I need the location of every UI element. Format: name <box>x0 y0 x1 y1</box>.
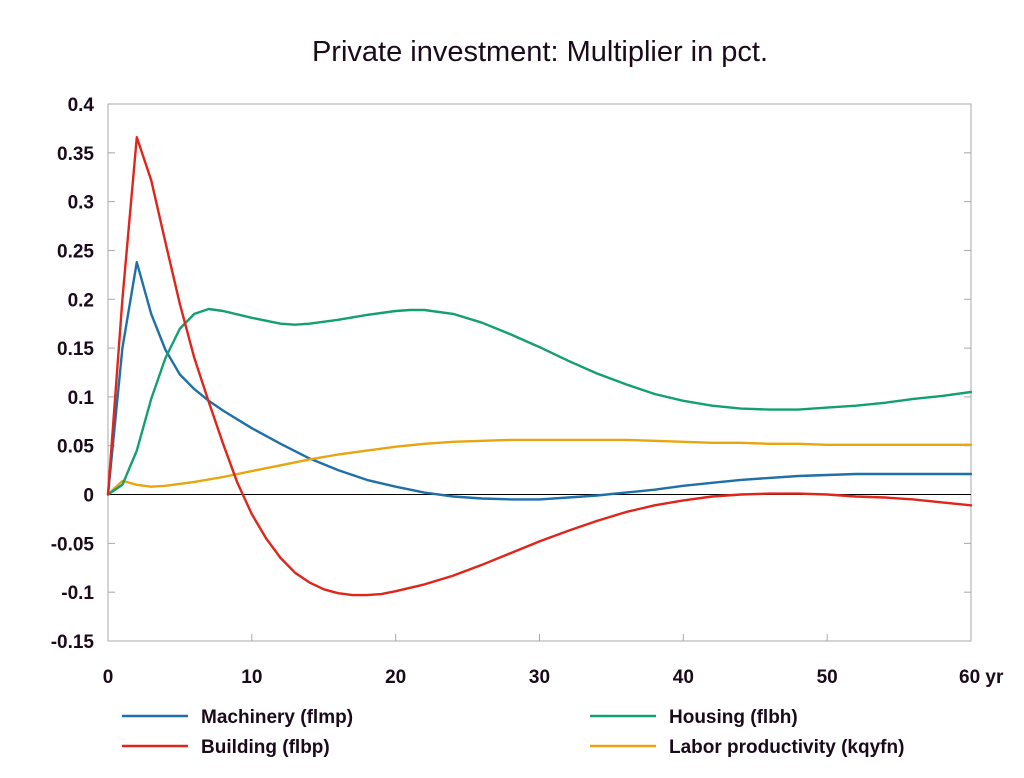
x-tick-label: 40 <box>673 667 694 688</box>
y-tick-label: -0.1 <box>61 583 94 604</box>
y-tick-label: -0.05 <box>51 534 95 555</box>
y-tick-label: 0.2 <box>68 290 94 311</box>
y-tick-label: -0.15 <box>51 632 95 653</box>
y-axis: 0.4 0.35 0.3 0.25 0.2 0.15 0.1 0.05 0 -0.05 -0.1 -0… <box>51 95 971 653</box>
y-tick-label: 0 <box>83 486 94 507</box>
x-tick-label: 0 <box>103 667 114 688</box>
y-tick-label: 0.05 <box>57 437 94 458</box>
legend-label-labor: Labor productivity (kqyfn) <box>669 737 904 758</box>
x-tick-label: 50 <box>817 667 838 688</box>
x-tick-label: 10 <box>241 667 262 688</box>
y-tick-label: 0.4 <box>68 95 95 116</box>
x-tick-label: 30 <box>529 667 550 688</box>
y-tick-label: 0.3 <box>68 193 94 214</box>
y-tick-label: 0.1 <box>68 388 95 409</box>
chart-title: Private investment: Multiplier in pct. <box>312 36 768 68</box>
series-line-building <box>106 135 973 597</box>
legend-label-building: Building (flbp) <box>201 737 330 758</box>
y-tick-label: 0.35 <box>57 144 94 165</box>
x-axis: 0 10 20 30 40 50 60 yr <box>103 634 1004 688</box>
series-line-labor <box>106 438 973 496</box>
legend-label-housing: Housing (flbh) <box>669 707 798 728</box>
x-tick-label: 60 yr <box>959 667 1004 688</box>
series-lines <box>106 135 973 597</box>
legend: Machinery (flmp) Building (flbp) Housing (… <box>122 707 904 758</box>
y-tick-label: 0.15 <box>57 339 94 360</box>
series-line-machinery <box>106 261 973 501</box>
x-tick-label: 20 <box>385 667 406 688</box>
legend-label-machinery: Machinery (flmp) <box>201 707 353 728</box>
series-line-housing <box>106 307 973 496</box>
y-tick-label: 0.25 <box>57 241 94 262</box>
